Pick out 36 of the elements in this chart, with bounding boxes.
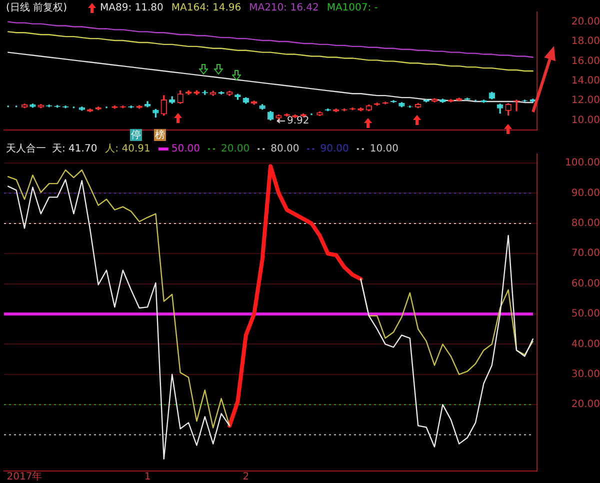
y-tick-label: 100.00: [565, 158, 600, 169]
text: 天: 41.70: [52, 144, 98, 155]
text: 停: [131, 129, 141, 142]
text: 人: 40.91: [105, 144, 150, 155]
y-tick-label: 10.00: [571, 114, 600, 126]
y-tick-label: 70.00: [571, 248, 600, 260]
chart-title: (日线 前复权): [6, 2, 68, 14]
text: MA210: 16.42: [249, 2, 319, 14]
legend-label: 50.00: [171, 144, 200, 155]
text: MA89: 11.80: [100, 2, 164, 14]
text: 榜: [155, 129, 165, 142]
y-tick-label: 14.00: [571, 75, 600, 86]
x-tick-label: 2: [242, 472, 250, 483]
y-tick-label: 50.00: [571, 308, 600, 320]
legend-label: 10.00: [370, 144, 399, 155]
chart-title: 天人合一: [6, 142, 46, 155]
legend-label: 90.00: [320, 144, 349, 155]
y-tick-label: 20.00: [571, 399, 600, 410]
x-tick-label: 2017年: [6, 470, 42, 483]
y-tick-label: 18.00: [571, 36, 600, 48]
candlestick: [513, 100, 520, 112]
y-tick-label: 16.00: [571, 56, 600, 67]
candlestick: [390, 100, 397, 103]
y-tick-label: 20.00: [571, 16, 600, 28]
legend-label: 80.00: [270, 144, 300, 155]
y-tick-label: 90.00: [571, 188, 600, 199]
legend-label: MA1007: -: [326, 2, 378, 14]
annotation: 9.92: [287, 116, 310, 127]
legend-label: 20.00: [220, 144, 250, 155]
y-tick-label: 60.00: [571, 278, 600, 290]
text: MA164: 14.96: [171, 2, 242, 14]
y-tick-label: 80.00: [571, 218, 600, 230]
y-tick-label: 30.00: [571, 368, 600, 380]
y-tick-label: 40.00: [571, 338, 600, 350]
x-tick-label: 1: [144, 472, 151, 483]
y-tick-label: 12.00: [571, 95, 600, 106]
